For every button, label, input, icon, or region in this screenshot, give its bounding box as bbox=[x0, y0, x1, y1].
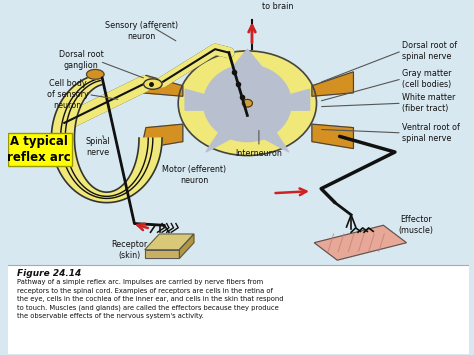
Polygon shape bbox=[229, 49, 266, 72]
Polygon shape bbox=[145, 234, 194, 250]
Polygon shape bbox=[284, 89, 310, 110]
Text: A typical
reflex arc: A typical reflex arc bbox=[7, 135, 71, 164]
Polygon shape bbox=[185, 89, 210, 110]
Polygon shape bbox=[141, 124, 183, 148]
Text: to brain: to brain bbox=[262, 2, 293, 11]
Text: Receptor
(skin): Receptor (skin) bbox=[112, 240, 148, 260]
Text: Cell body
of sensory
neuron: Cell body of sensory neuron bbox=[46, 79, 89, 110]
Text: Ventral root of
spinal nerve: Ventral root of spinal nerve bbox=[402, 123, 460, 143]
Ellipse shape bbox=[178, 51, 317, 155]
Polygon shape bbox=[51, 75, 162, 203]
Text: Dorsal root
ganglion: Dorsal root ganglion bbox=[59, 50, 104, 70]
FancyBboxPatch shape bbox=[8, 266, 469, 354]
Text: Figure 24.14: Figure 24.14 bbox=[17, 269, 81, 278]
Text: Pathway of a simple reflex arc. Impulses are carried by nerve fibers from
recept: Pathway of a simple reflex arc. Impulses… bbox=[17, 279, 283, 319]
Text: Interneuron: Interneuron bbox=[236, 149, 283, 158]
Text: Dorsal root of
spinal nerve: Dorsal root of spinal nerve bbox=[402, 41, 457, 61]
Ellipse shape bbox=[242, 99, 253, 107]
Ellipse shape bbox=[144, 79, 162, 89]
Polygon shape bbox=[256, 131, 289, 152]
Text: Gray matter
(cell bodies): Gray matter (cell bodies) bbox=[402, 69, 451, 89]
Text: Spinal
nerve: Spinal nerve bbox=[85, 137, 110, 157]
Ellipse shape bbox=[203, 65, 291, 142]
Polygon shape bbox=[179, 234, 194, 258]
Polygon shape bbox=[141, 75, 183, 96]
Text: Effector
(muscle): Effector (muscle) bbox=[398, 215, 433, 235]
Polygon shape bbox=[145, 250, 179, 258]
Text: White matter
(fiber tract): White matter (fiber tract) bbox=[402, 93, 455, 113]
Text: Motor (efferent)
neuron: Motor (efferent) neuron bbox=[162, 165, 227, 185]
Ellipse shape bbox=[86, 70, 104, 79]
Polygon shape bbox=[312, 124, 354, 148]
FancyBboxPatch shape bbox=[8, 133, 72, 166]
Polygon shape bbox=[206, 131, 238, 152]
Polygon shape bbox=[312, 72, 354, 96]
Polygon shape bbox=[314, 225, 406, 260]
Text: Sensory (afferent)
neuron: Sensory (afferent) neuron bbox=[105, 21, 178, 42]
